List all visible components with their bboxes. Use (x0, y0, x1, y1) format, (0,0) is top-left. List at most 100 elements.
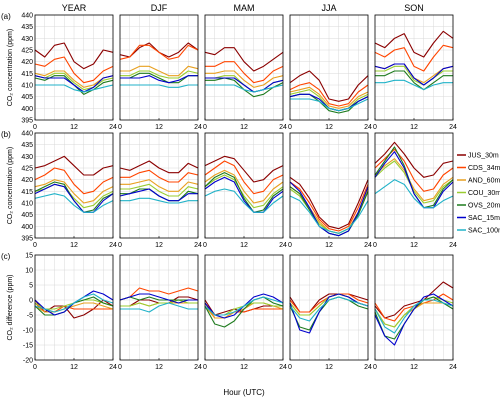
series-line-jus-30m (204, 155, 284, 183)
series-line-jus-30m (204, 47, 284, 72)
y-tick-label: 430 (21, 154, 33, 161)
panel-mam-row-3: 0 12 24 (203, 254, 287, 371)
series-line-ovs-20m (119, 296, 198, 301)
series-line-jus-30m (34, 155, 114, 176)
series-line-sac-100m (374, 179, 454, 209)
series-line-and-60m (120, 65, 199, 77)
series-line-and-60m (204, 169, 284, 204)
x-tick-label: 24 (109, 364, 117, 371)
series-line-jus-30m (34, 42, 114, 70)
y-tick-label: 420 (21, 177, 33, 184)
y-tick-label: 410 (21, 83, 33, 90)
y-tick-label: 15 (25, 253, 33, 260)
y-tick-label: 10 (25, 268, 33, 275)
series-line-and-60m (34, 179, 114, 204)
y-tick-label: 440 (21, 13, 33, 20)
panel-djf-row-2: 0 12 24 (118, 132, 202, 249)
x-tick-label: 24 (194, 124, 202, 131)
series-line-jus-30m (374, 281, 454, 319)
series-line-and-60m (34, 70, 114, 88)
series-line-sac-15m (289, 293, 369, 334)
panel-year-row-3: 0 12 24 -20 -15 -10 -5 0 5 10 15 (23, 253, 117, 372)
series-line-jus-30m (374, 141, 454, 178)
series-line-ovs-20m (120, 72, 198, 84)
series-line-cds-34m (289, 181, 369, 232)
y-tick-label: 440 (21, 131, 33, 138)
x-tick-label: 24 (449, 242, 457, 249)
series-line-sac-100m (204, 188, 284, 213)
x-tick-label: 0 (118, 364, 122, 371)
x-tick-label: 0 (288, 364, 292, 371)
x-tick-label: 0 (118, 124, 122, 131)
x-tick-label: 12 (240, 242, 248, 249)
series-line-sac-100m (374, 299, 454, 334)
legend-label-ovs-20m: OVS_20m (468, 203, 500, 210)
y-tick-label: 425 (21, 166, 33, 173)
y-tick-label: 405 (21, 94, 33, 101)
y-axis-label-row-3: CO₂ difference (ppm) (7, 274, 14, 340)
x-tick-label: 0 (203, 242, 207, 249)
panel-mam-row-1: 0 12 24 (203, 14, 287, 131)
legend-background (458, 149, 500, 241)
series-line-sac-15m (119, 293, 198, 304)
x-tick-label: 0 (373, 124, 377, 131)
legend: JUS_30m CDS_34m AND_60m COU_30m OVS_20m SAC_1… (457, 149, 500, 241)
series-line-sac-100m (120, 302, 198, 313)
row-label-a: (a) (1, 12, 11, 21)
x-tick-label: 0 (373, 242, 377, 249)
series-line-jus-30m (289, 176, 369, 230)
row-label-c: (c) (1, 252, 11, 261)
panel-mam-row-2: 0 12 24 (203, 132, 287, 249)
series-line-sac-15m (205, 77, 284, 93)
y-tick-label: 0 (29, 298, 33, 305)
x-tick-label: 24 (364, 124, 372, 131)
series-line-sac-15m (34, 75, 114, 93)
y-tick-label: 430 (21, 36, 33, 43)
x-tick-label: 24 (449, 124, 457, 131)
legend-label-jus-30m: JUS_30m (468, 153, 499, 160)
series-line-jus-30m (374, 30, 454, 58)
series-line-cds-34m (34, 56, 114, 84)
series-line-cou-30m (204, 174, 284, 209)
series-line-sac-100m (204, 296, 284, 316)
series-line-cds-34m (374, 44, 454, 72)
x-tick-label: 0 (33, 124, 37, 131)
series-line-cds-34m (204, 160, 284, 195)
x-tick-label: 12 (155, 242, 163, 249)
y-tick-label: 435 (21, 24, 33, 31)
y-tick-label: 410 (21, 201, 33, 208)
series-line-sac-15m (119, 188, 198, 202)
x-tick-label: 12 (70, 364, 78, 371)
x-tick-label: 24 (109, 124, 117, 131)
series-line-and-60m (34, 302, 114, 313)
x-tick-label: 0 (288, 242, 292, 249)
x-tick-label: 24 (279, 364, 287, 371)
y-tick-label: -20 (23, 358, 33, 365)
series-line-and-60m (374, 158, 454, 202)
x-tick-label: 0 (33, 364, 37, 371)
x-tick-label: 24 (279, 124, 287, 131)
series-line-and-60m (205, 70, 284, 88)
x-axis-label: Hour (UTC) (223, 388, 265, 397)
panel-year-row-1: 0 12 24 395 400 405 410 415 420 425 430 435 440 (21, 13, 117, 132)
series-line-sac-100m (120, 197, 198, 204)
x-tick-label: 12 (325, 364, 333, 371)
series-line-cds-34m (120, 169, 199, 183)
y-tick-label: 425 (21, 48, 33, 55)
series-line-cou-30m (374, 160, 454, 204)
y-tick-label: -5 (27, 313, 33, 320)
series-line-sac-100m (35, 84, 114, 93)
y-tick-label: 405 (21, 212, 33, 219)
x-tick-label: 24 (194, 242, 202, 249)
panel-djf-row-3: 0 12 24 (118, 254, 202, 371)
y-tick-label: -15 (23, 343, 33, 350)
x-tick-label: 12 (70, 124, 78, 131)
x-tick-label: 0 (33, 242, 37, 249)
x-tick-label: 24 (279, 242, 287, 249)
x-tick-label: 24 (364, 242, 372, 249)
legend-label-cou-30m: COU_30m (468, 190, 500, 197)
legend-label-sac-100m: SAC_100m (468, 228, 500, 235)
series-line-sac-100m (289, 195, 369, 234)
series-line-sac-15m (374, 63, 454, 86)
series-line-cou-30m (34, 72, 114, 91)
